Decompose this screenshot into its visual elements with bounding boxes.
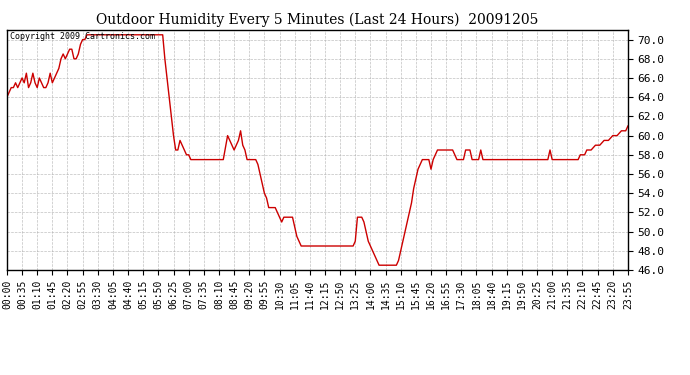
Text: Copyright 2009 Cartronics.com: Copyright 2009 Cartronics.com bbox=[10, 32, 155, 41]
Title: Outdoor Humidity Every 5 Minutes (Last 24 Hours)  20091205: Outdoor Humidity Every 5 Minutes (Last 2… bbox=[96, 13, 539, 27]
